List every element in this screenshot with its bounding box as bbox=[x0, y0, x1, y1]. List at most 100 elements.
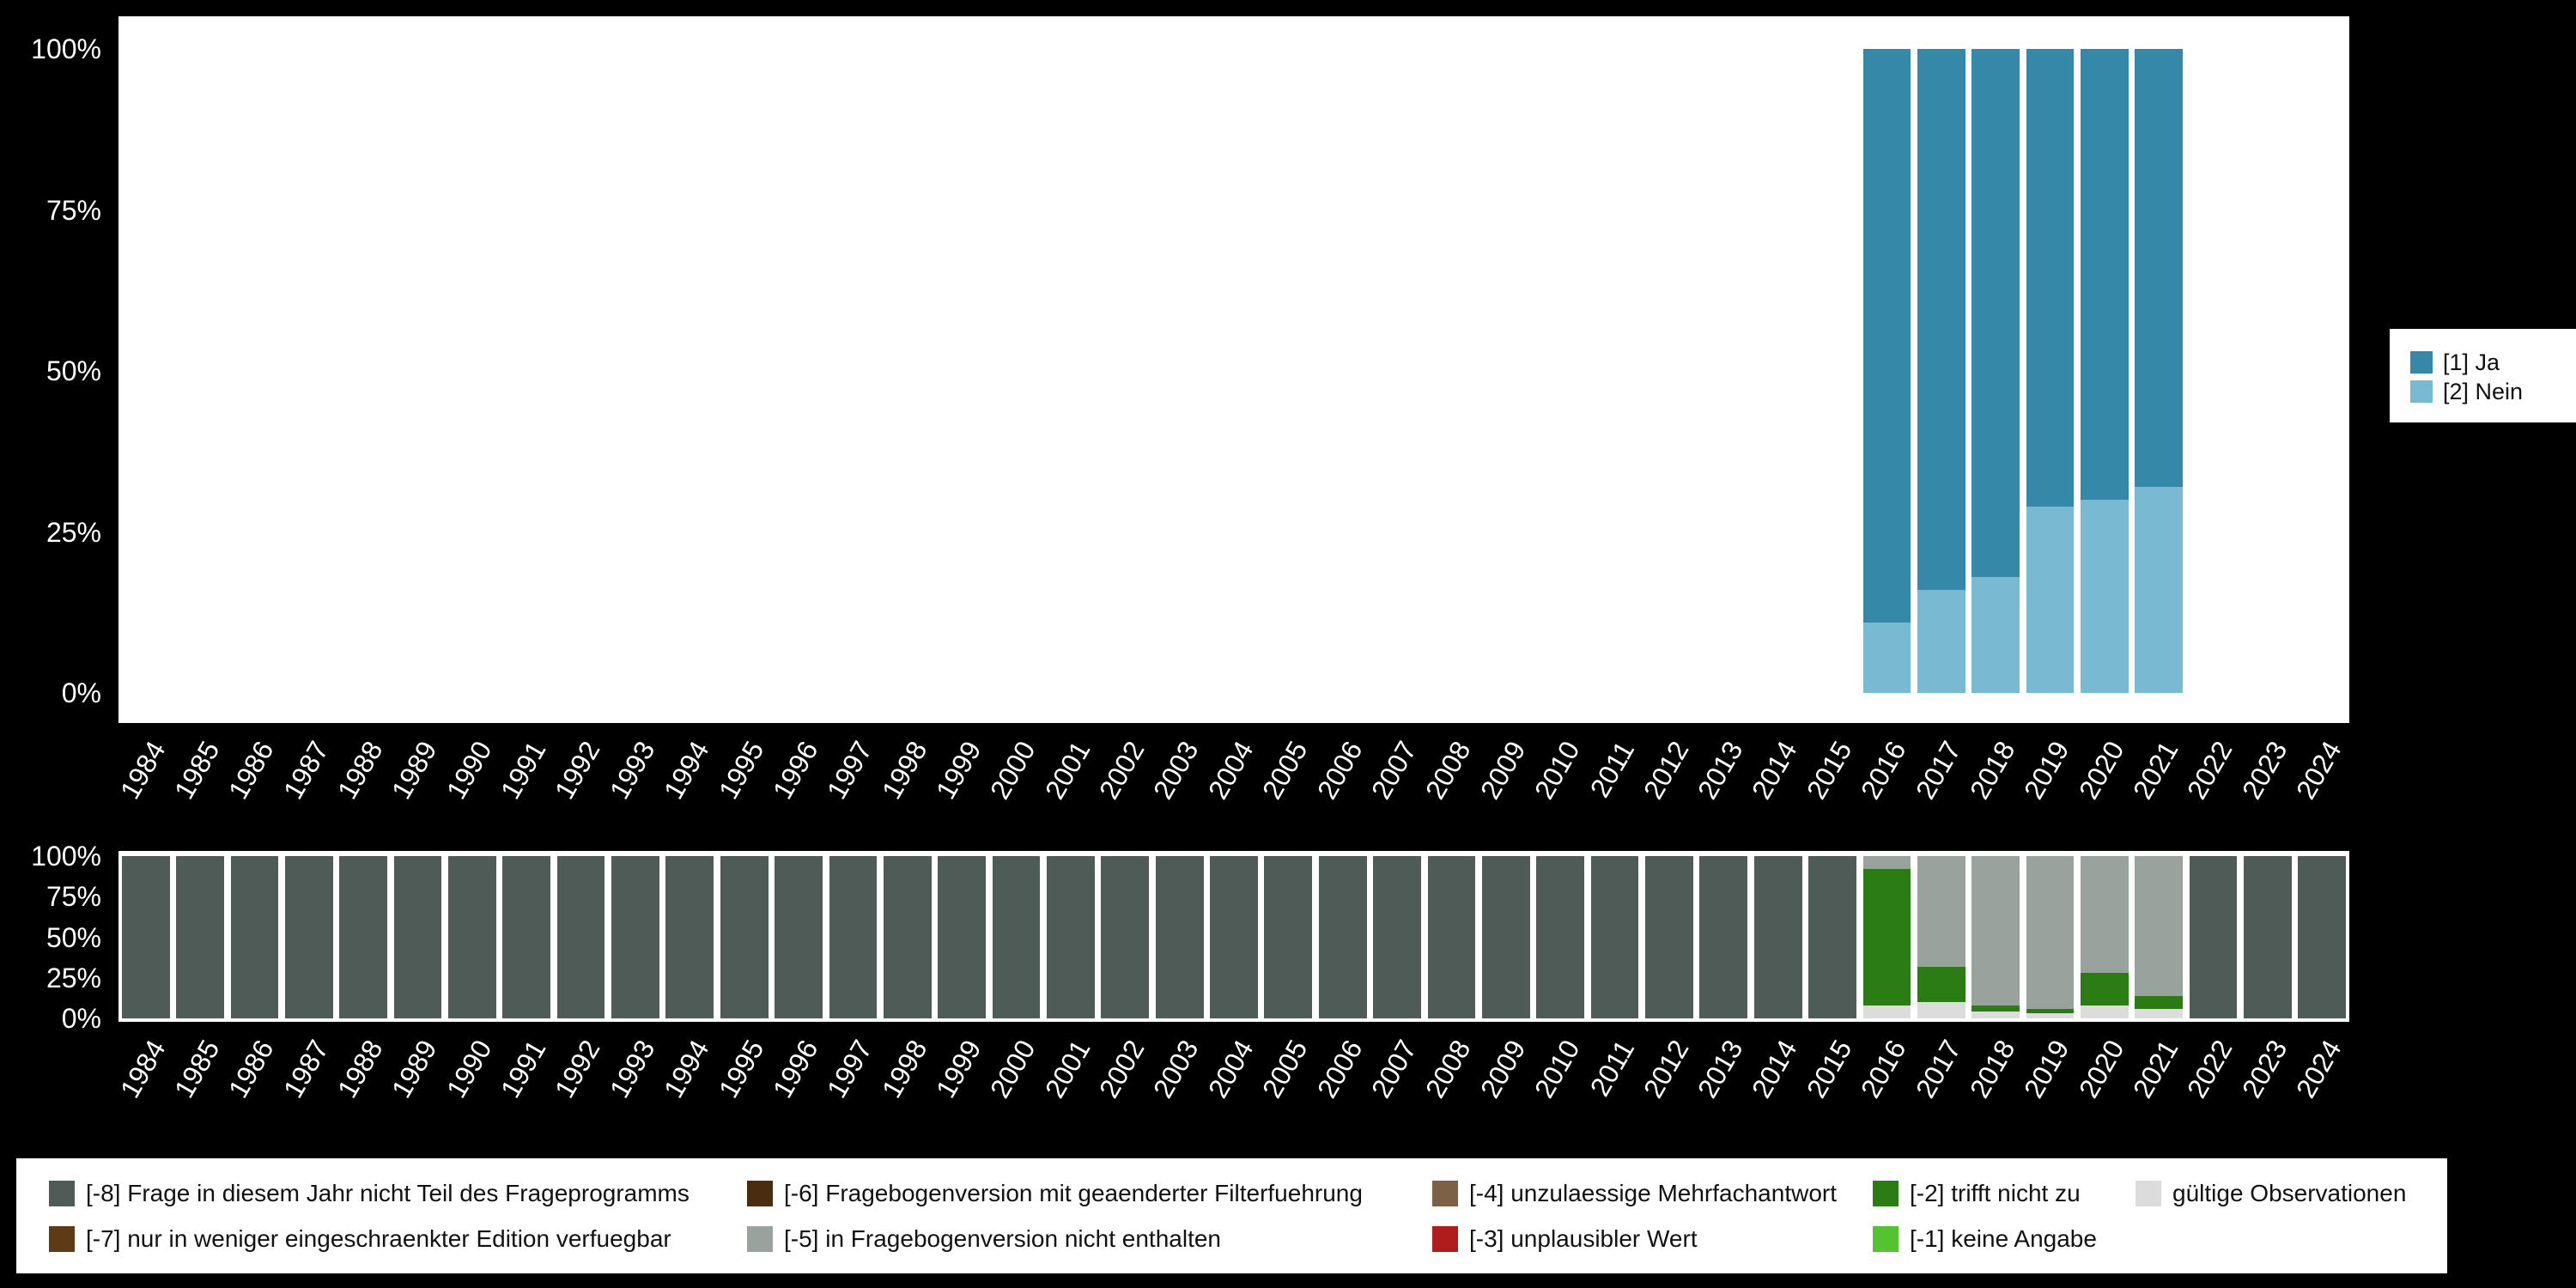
bar-segment bbox=[1427, 856, 1476, 1018]
x-tick-label: 1984 bbox=[113, 736, 172, 805]
bar-segment bbox=[775, 856, 823, 1018]
x-tick-label: 2014 bbox=[1746, 736, 1804, 805]
bar-segment bbox=[176, 856, 224, 1018]
x-tick-label: 1995 bbox=[712, 1035, 770, 1103]
bar-segment bbox=[339, 856, 388, 1018]
legend-item: [2] Nein bbox=[2410, 377, 2576, 406]
y-tick-label: 100% bbox=[31, 841, 101, 872]
x-tick-label: 1988 bbox=[331, 1035, 389, 1103]
legend-label: [-6] Fragebogenversion mit geaenderter F… bbox=[784, 1179, 1363, 1206]
x-tick-label: 2017 bbox=[1909, 736, 1967, 805]
legend-label: [-8] Frage in diesem Jahr nicht Teil des… bbox=[86, 1179, 690, 1206]
legend-swatch bbox=[49, 1180, 75, 1206]
bar-segment bbox=[448, 856, 496, 1018]
bar-segment bbox=[2026, 1013, 2075, 1018]
bar-segment bbox=[1373, 856, 1421, 1018]
bar-segment bbox=[2080, 856, 2129, 974]
bar-segment bbox=[1971, 856, 2020, 1005]
x-tick-label: 1996 bbox=[766, 1035, 824, 1103]
x-tick-label: 2021 bbox=[2126, 736, 2184, 805]
y-tick-label: 25% bbox=[46, 962, 101, 993]
missing-values-plot bbox=[118, 851, 2349, 1022]
bar-segment bbox=[1699, 856, 1748, 1018]
y-tick-label: 25% bbox=[46, 516, 101, 548]
bar-segment bbox=[502, 856, 551, 1018]
bar-segment bbox=[2080, 500, 2129, 693]
bar-segment bbox=[1917, 49, 1965, 590]
legend-item: [-8] Frage in diesem Jahr nicht Teil des… bbox=[49, 1180, 747, 1207]
bar-segment bbox=[1862, 1005, 1911, 1018]
x-tick-label: 2004 bbox=[1201, 1035, 1260, 1103]
bar-segment bbox=[2026, 856, 2075, 1009]
bar-segment bbox=[1101, 856, 1150, 1018]
bar-segment bbox=[2189, 856, 2238, 1018]
x-tick-label: 2024 bbox=[2290, 1035, 2348, 1103]
legend-label: [-1] keine Angabe bbox=[1910, 1224, 2097, 1252]
bar-segment bbox=[1971, 1012, 2020, 1018]
bar-segment bbox=[2135, 856, 2184, 996]
bar-segment bbox=[1210, 856, 1258, 1018]
x-tick-label: 2010 bbox=[1528, 1035, 1586, 1103]
x-tick-label: 1997 bbox=[821, 1035, 878, 1103]
y-tick-label: 100% bbox=[31, 33, 101, 64]
x-tick-label: 2013 bbox=[1691, 736, 1749, 805]
bar-segment bbox=[2026, 506, 2075, 693]
bar-segment bbox=[1645, 856, 1693, 1018]
x-tick-label: 1986 bbox=[222, 736, 280, 805]
bar-segment bbox=[611, 856, 659, 1018]
legend-label: [-7] nur in weniger eingeschraenkter Edi… bbox=[86, 1224, 671, 1252]
x-tick-label: 1984 bbox=[113, 1035, 172, 1103]
x-tick-label: 2003 bbox=[1147, 1035, 1206, 1103]
x-tick-label: 1997 bbox=[821, 736, 878, 805]
bar-segment bbox=[393, 856, 442, 1018]
bar-segment bbox=[1971, 1005, 2020, 1012]
x-tick-label: 2000 bbox=[984, 1035, 1042, 1103]
bar-segment bbox=[1917, 1002, 1965, 1018]
bar-segment bbox=[2080, 49, 2129, 500]
bar-segment bbox=[665, 856, 714, 1018]
legend-swatch bbox=[2410, 380, 2433, 403]
bar-segment bbox=[1971, 577, 2020, 693]
x-tick-label: 2023 bbox=[2235, 736, 2293, 805]
bar-segment bbox=[1808, 856, 1856, 1018]
bar-segment bbox=[1917, 590, 1965, 693]
bar-segment bbox=[1917, 966, 1965, 1003]
legend-swatch bbox=[1873, 1225, 1899, 1252]
x-tick-label: 2014 bbox=[1746, 1035, 1804, 1103]
x-tick-label: 2018 bbox=[1963, 736, 2021, 805]
bar-segment bbox=[2135, 487, 2184, 693]
x-tick-label: 2023 bbox=[2235, 1035, 2293, 1103]
legend-swatch bbox=[1432, 1180, 1458, 1206]
x-tick-label: 2021 bbox=[2126, 1035, 2184, 1103]
answer-distribution-x-axis: 1984 1985 1986 1987 1988 1989 1990 1991 1992 1993… bbox=[113, 730, 2349, 859]
legend-label: [-4] unzulaessige Mehrfachantwort bbox=[1469, 1179, 1837, 1206]
x-tick-label: 1998 bbox=[875, 1035, 933, 1103]
missing-values-y-axis: 0% 25% 50% 75% 100% bbox=[0, 0, 108, 1288]
x-tick-label: 1992 bbox=[549, 736, 607, 805]
x-tick-label: 2015 bbox=[1800, 736, 1858, 805]
x-tick-label: 2006 bbox=[1310, 736, 1369, 805]
x-tick-label: 1990 bbox=[440, 1035, 498, 1103]
bar-segment bbox=[1862, 622, 1911, 693]
x-tick-label: 1994 bbox=[658, 1035, 715, 1103]
bar-segment bbox=[121, 856, 170, 1018]
x-tick-label: 1991 bbox=[494, 736, 552, 805]
x-tick-label: 2004 bbox=[1201, 736, 1260, 805]
bar-segment bbox=[1155, 856, 1204, 1018]
bar-segment bbox=[1862, 869, 1911, 1005]
bar-segment bbox=[2135, 49, 2184, 487]
x-tick-label: 1990 bbox=[440, 736, 498, 805]
legend-item: gültige Observationen bbox=[2136, 1180, 2447, 1207]
legend-swatch bbox=[49, 1225, 75, 1252]
legend-item: [-6] Fragebogenversion mit geaenderter F… bbox=[747, 1180, 1432, 1207]
legend-swatch bbox=[747, 1225, 773, 1252]
bar-segment bbox=[2244, 856, 2292, 1018]
legend-label: [-3] unplausibler Wert bbox=[1469, 1224, 1698, 1252]
x-tick-label: 1999 bbox=[929, 1035, 987, 1103]
legend-item: [-2] trifft nicht zu bbox=[1873, 1180, 2136, 1207]
bar-segment bbox=[1481, 856, 1530, 1018]
x-tick-label: 1985 bbox=[167, 736, 226, 805]
x-tick-label: 2002 bbox=[1092, 1035, 1151, 1103]
bar-segment bbox=[1971, 49, 2020, 577]
